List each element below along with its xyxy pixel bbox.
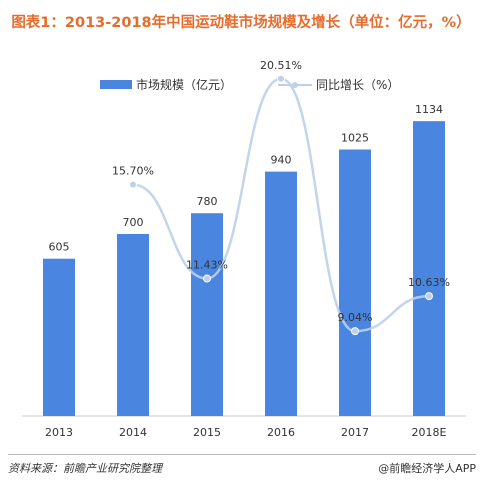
legend-line-label: 同比增长（%）: [316, 78, 400, 92]
growth-label-2018E: 10.63%: [408, 276, 450, 289]
legend-bar-swatch: [100, 80, 132, 89]
growth-label-2016: 20.51%: [260, 59, 302, 72]
bar-label-2015: 780: [197, 195, 218, 208]
legend-bar-label: 市场规模（亿元）: [136, 78, 233, 92]
footer-divider: [8, 454, 476, 455]
x-tick-2016: 2016: [267, 426, 295, 439]
growth-point-2016: [277, 74, 285, 83]
bar-label-2017: 1025: [341, 132, 369, 145]
bar-2017: [339, 149, 371, 416]
bar-2015: [191, 213, 223, 416]
growth-label-2015: 11.43%: [186, 259, 228, 272]
growth-point-2014: [129, 180, 137, 189]
x-tick-2015: 2015: [193, 426, 221, 439]
bar-2013: [43, 258, 75, 416]
chart-title: 图表1：2013-2018年中国运动鞋市场规模及增长（单位：亿元，%）: [11, 15, 471, 31]
bar-label-2016: 940: [271, 154, 292, 167]
legend-item-line: 同比增长（%）: [278, 76, 399, 93]
growth-label-2014: 15.70%: [112, 165, 154, 178]
bar-label-2014: 700: [123, 216, 144, 229]
bar-2014: [117, 234, 149, 416]
source-note: 资料来源：前瞻产业研究院整理: [8, 462, 162, 475]
x-tick-2017: 2017: [341, 426, 369, 439]
bar-label-2018E: 1134: [415, 103, 443, 116]
x-tick-2018E: 2018E: [412, 426, 447, 439]
x-tick-2014: 2014: [119, 426, 147, 439]
legend: 市场规模（亿元） 同比增长（%）: [0, 76, 484, 94]
bar-2016: [265, 171, 297, 416]
growth-point-2015: [203, 274, 211, 283]
bar-2018E: [413, 121, 445, 416]
growth-point-2018E: [425, 292, 433, 301]
x-tick-2013: 2013: [45, 426, 73, 439]
growth-label-2017: 9.04%: [338, 311, 373, 324]
legend-item-bars: 市场规模（亿元）: [100, 76, 232, 93]
growth-point-2017: [351, 327, 359, 336]
legend-line-swatch: [278, 81, 312, 88]
bar-label-2013: 605: [49, 241, 70, 254]
brand-credit: @前瞻经济学人APP: [378, 462, 476, 475]
